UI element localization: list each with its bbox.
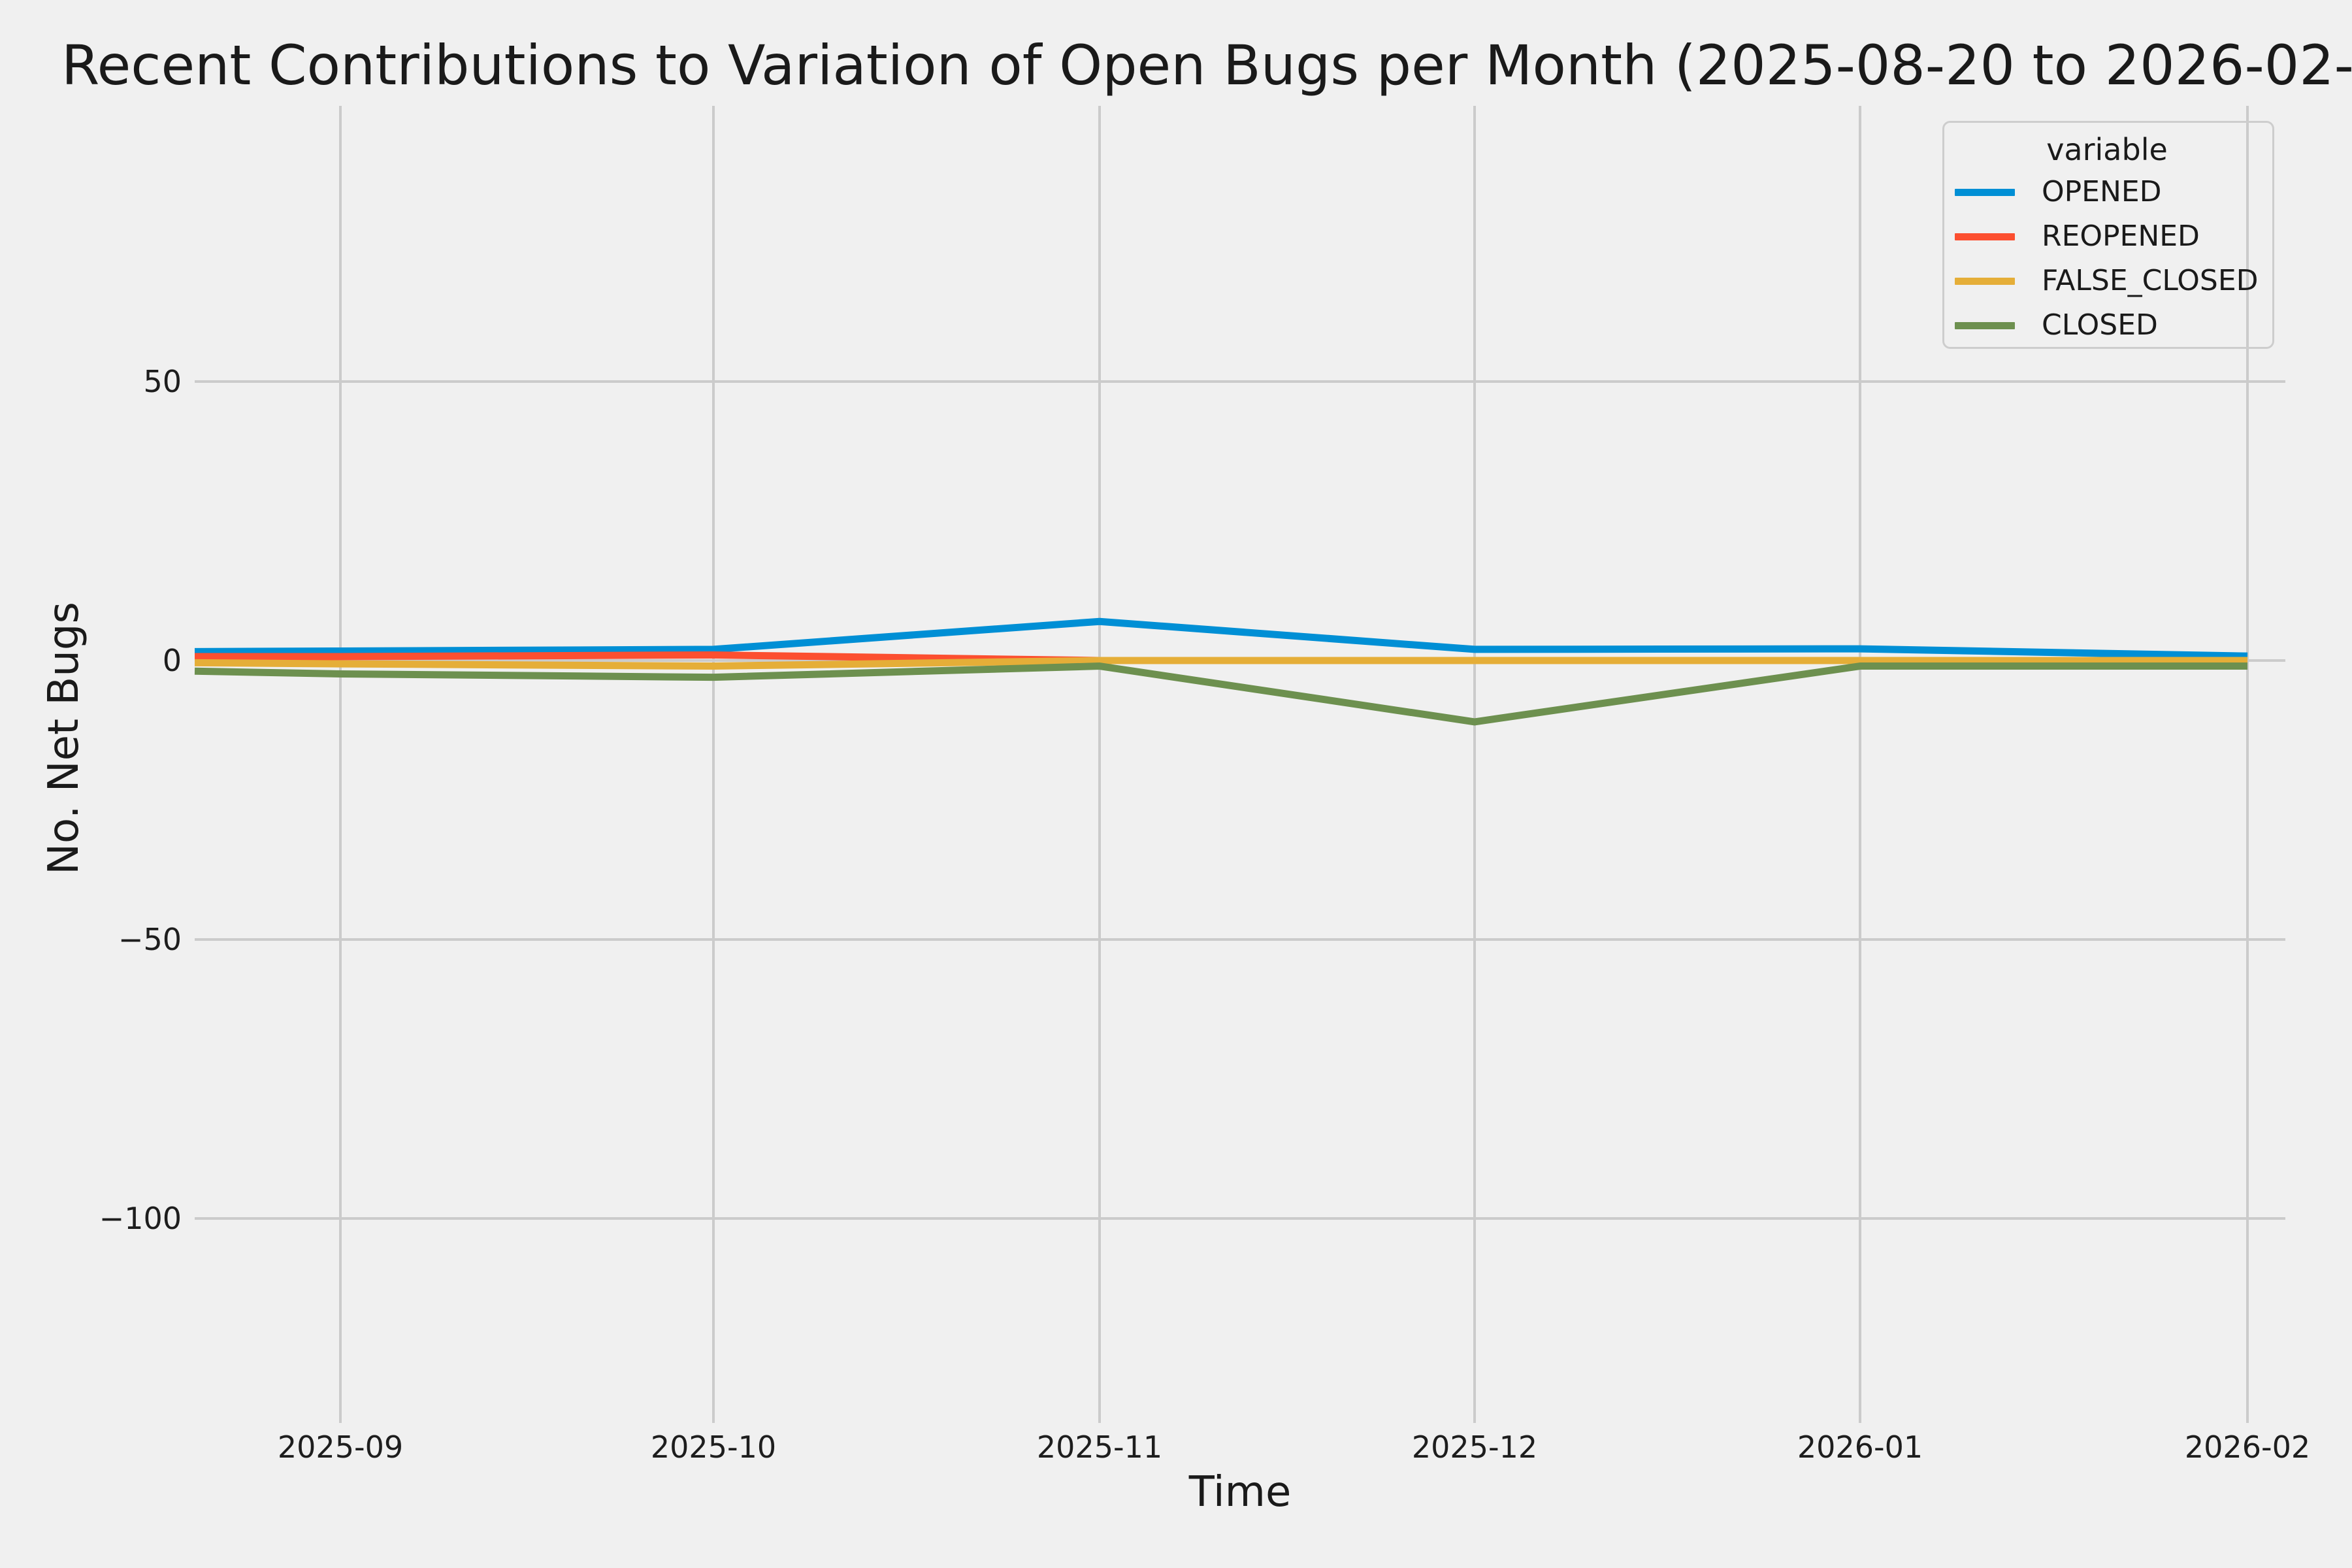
y-tick-label-0: 0 xyxy=(162,643,182,678)
legend-swatch-opened xyxy=(1955,188,2015,196)
legend-item-reopened: REOPENED xyxy=(1955,214,2259,259)
legend-swatch-closed xyxy=(1955,321,2015,329)
series-line-closed xyxy=(194,662,2247,726)
legend-item-label: OPENED xyxy=(2042,175,2162,208)
legend-item-opened: OPENED xyxy=(1955,170,2259,214)
legend-item-label: REOPENED xyxy=(2042,220,2200,253)
y-tick-label--50: −50 xyxy=(118,922,182,957)
x-tick-label-2025-10: 2025-10 xyxy=(650,1429,777,1465)
chart-title: Recent Contributions to Variation of Ope… xyxy=(61,33,2352,97)
x-tick-label-2025-09: 2025-09 xyxy=(277,1429,404,1465)
x-tick-label-2026-01: 2026-01 xyxy=(1797,1429,1923,1465)
legend-swatch-reopened xyxy=(1955,233,2015,240)
x-axis-label: Time xyxy=(1188,1468,1292,1516)
legend: variable OPENED REOPENED FALSE_CLOSED CLOSE… xyxy=(1942,121,2274,349)
legend-swatch-false_closed xyxy=(1955,277,2015,285)
y-axis-label: No. Net Bugs xyxy=(40,602,88,875)
series-line-opened xyxy=(194,617,2248,660)
legend-item-false_closed: FALSE_CLOSED xyxy=(1955,259,2259,303)
y-tick-label--100: −100 xyxy=(99,1201,182,1236)
legend-item-closed: CLOSED xyxy=(1955,303,2259,348)
x-tick-label-2025-11: 2025-11 xyxy=(1036,1429,1163,1465)
series-line-false_closed xyxy=(194,657,2247,670)
y-tick-label-50: 50 xyxy=(143,364,182,399)
x-tick-label-2025-12: 2025-12 xyxy=(1411,1429,1538,1465)
legend-item-label: CLOSED xyxy=(2042,308,2158,342)
legend-item-label: FALSE_CLOSED xyxy=(2042,264,2259,297)
legend-items: OPENED REOPENED FALSE_CLOSED CLOSED xyxy=(1955,170,2259,348)
legend-title: variable xyxy=(2046,132,2168,167)
x-tick-label-2026-02: 2026-02 xyxy=(2184,1429,2311,1465)
